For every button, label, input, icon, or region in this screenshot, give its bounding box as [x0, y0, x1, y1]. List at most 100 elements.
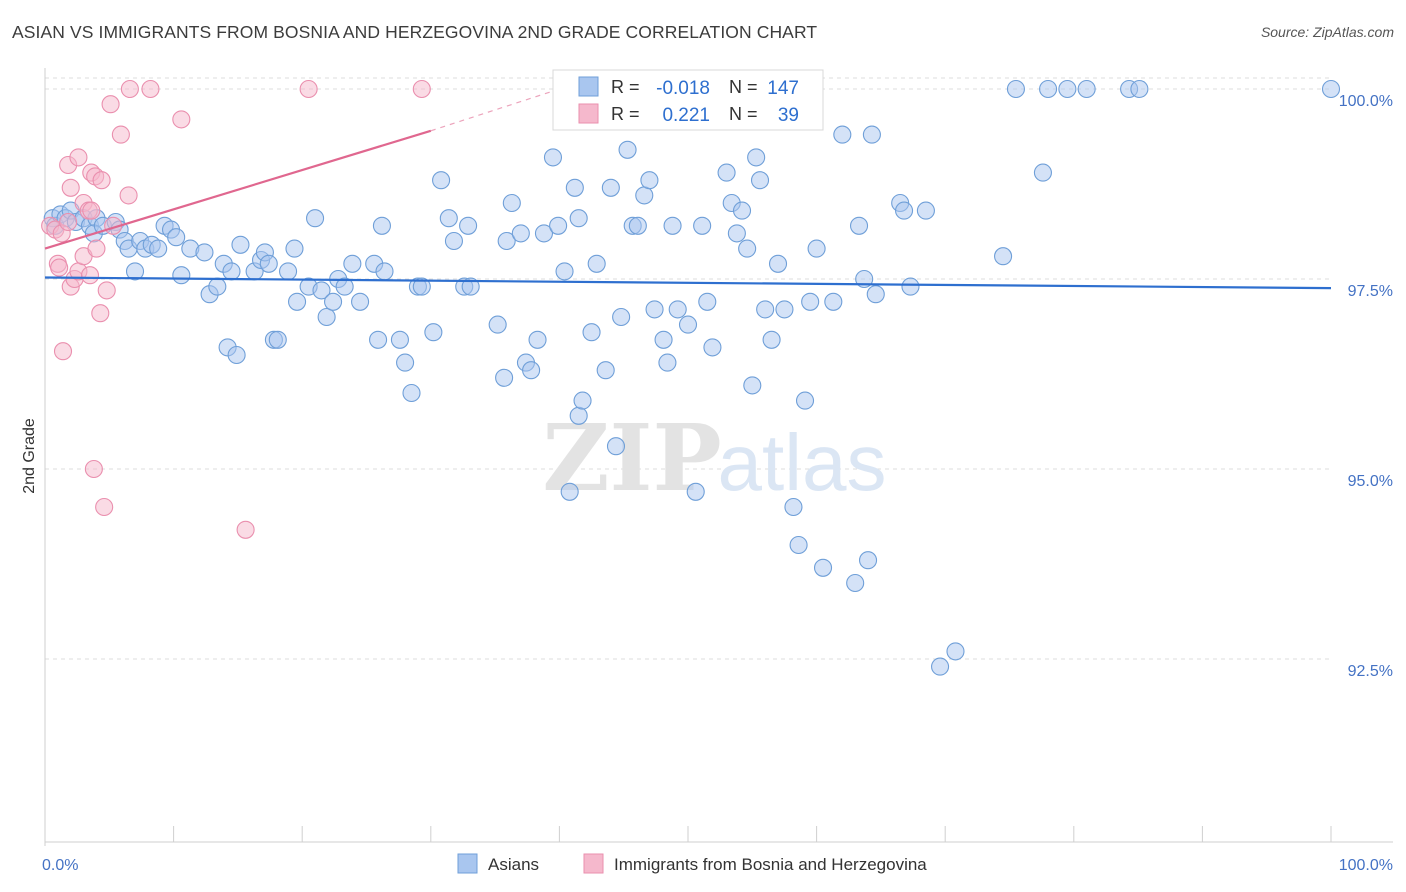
bosnia-point — [141, 79, 160, 99]
asians-point — [738, 239, 757, 258]
asians-point — [747, 148, 766, 167]
bosnia-point — [95, 497, 114, 517]
asians-point — [375, 262, 394, 281]
legend-n-label-bosnia: N = — [729, 104, 758, 124]
asians-point — [601, 178, 620, 197]
asians-point — [789, 535, 808, 555]
asians-point — [424, 323, 443, 342]
bosnia-point — [80, 266, 100, 285]
legend-r-label-asians: R = — [611, 77, 640, 97]
asians-point — [862, 125, 881, 144]
asians-point — [628, 216, 647, 235]
asians-point — [555, 262, 574, 281]
asians-point — [795, 391, 815, 410]
legend-r-value-bosnia: 0.221 — [662, 105, 710, 126]
asians-point — [534, 224, 554, 243]
asians-point — [686, 482, 705, 501]
asians-point — [569, 209, 588, 228]
bosnia-point — [101, 95, 120, 114]
trend-lines — [44, 88, 1332, 290]
asians-point — [901, 277, 920, 296]
asians-point — [317, 307, 336, 327]
asians-point — [717, 163, 736, 182]
asians-point — [560, 482, 579, 501]
asians-point — [1058, 79, 1077, 99]
asians-point — [858, 551, 878, 570]
asians-point — [369, 330, 388, 349]
asians-point — [775, 300, 794, 319]
x-tick-label-min: 0.0% — [42, 857, 78, 874]
asians-point — [543, 148, 563, 167]
legend-r-label-bosnia: R = — [611, 104, 640, 124]
asians-point — [946, 642, 965, 661]
asians-point — [732, 201, 752, 220]
asians-point — [654, 330, 673, 349]
bottom-legend-label-bosnia: Immigrants from Bosnia and Herzegovina — [614, 855, 927, 874]
asians-point — [459, 216, 478, 235]
bosnia-trend-line-extension — [430, 88, 560, 132]
y-tick-label: 100.0% — [1339, 93, 1393, 110]
asians-point — [640, 171, 659, 190]
asians-point — [768, 254, 788, 273]
legend-r-value-asians: -0.018 — [656, 78, 710, 99]
asians-point — [549, 216, 568, 235]
asians-point — [396, 353, 415, 372]
asians-point — [1006, 79, 1025, 99]
asians-point — [618, 140, 637, 159]
asians-point — [866, 285, 885, 304]
asians-point — [762, 330, 781, 349]
asians-point — [606, 437, 626, 456]
x-tick-label-max: 100.0% — [1339, 857, 1393, 874]
bosnia-point — [91, 304, 110, 323]
asians-point — [288, 292, 307, 311]
asians-point — [824, 292, 843, 311]
asians-point — [497, 231, 516, 251]
bosnia-point — [111, 125, 130, 144]
asians-point — [306, 209, 325, 228]
asians-point — [994, 247, 1013, 266]
series-points — [41, 79, 1341, 676]
legend-swatch-asians — [578, 76, 599, 97]
asians-point — [172, 266, 191, 285]
asians-point — [208, 277, 227, 296]
chart-title: ASIAN VS IMMIGRANTS FROM BOSNIA AND HERZ… — [12, 22, 818, 42]
axes: 100.0% 97.5% 95.0% 92.5% 0.0% 100.0% — [42, 68, 1393, 874]
asians-point — [1077, 79, 1096, 99]
y-axis-label: 2nd Grade — [21, 418, 38, 494]
asians-point — [1039, 79, 1058, 99]
legend-n-value-bosnia: 39 — [778, 105, 799, 126]
bosnia-point — [412, 79, 431, 99]
chart-source: Source: ZipAtlas.com — [1260, 24, 1394, 40]
asians-point — [495, 368, 514, 387]
asians-point — [222, 262, 241, 281]
grid-lines — [45, 77, 1331, 660]
asians-point — [750, 171, 770, 190]
y-tick-label: 97.5% — [1348, 283, 1393, 300]
asians-point — [439, 209, 458, 228]
asians-point — [268, 330, 287, 349]
asians-point — [125, 262, 145, 281]
asians-point — [663, 216, 682, 235]
asians-point — [227, 345, 246, 365]
bosnia-point — [87, 239, 106, 258]
watermark-atlas: atlas — [718, 418, 887, 507]
asians-point — [801, 292, 820, 311]
asians-point — [1033, 163, 1052, 182]
bosnia-point — [119, 186, 138, 205]
bosnia-point — [82, 201, 101, 220]
asians-point — [784, 497, 803, 517]
bosnia-point — [50, 258, 69, 277]
bottom-legend: Asians Immigrants from Bosnia and Herzeg… — [457, 853, 927, 874]
asians-point — [565, 178, 584, 197]
asians-point — [693, 216, 712, 235]
asians-point — [444, 231, 463, 251]
asians-point — [522, 361, 541, 380]
asians-point — [569, 406, 588, 425]
asians-point — [372, 216, 391, 235]
legend-swatch-bosnia — [578, 103, 599, 124]
asians-point — [635, 186, 654, 205]
bosnia-point — [172, 110, 191, 129]
watermark: ZIP atlas — [542, 404, 886, 512]
asians-point — [343, 254, 362, 273]
